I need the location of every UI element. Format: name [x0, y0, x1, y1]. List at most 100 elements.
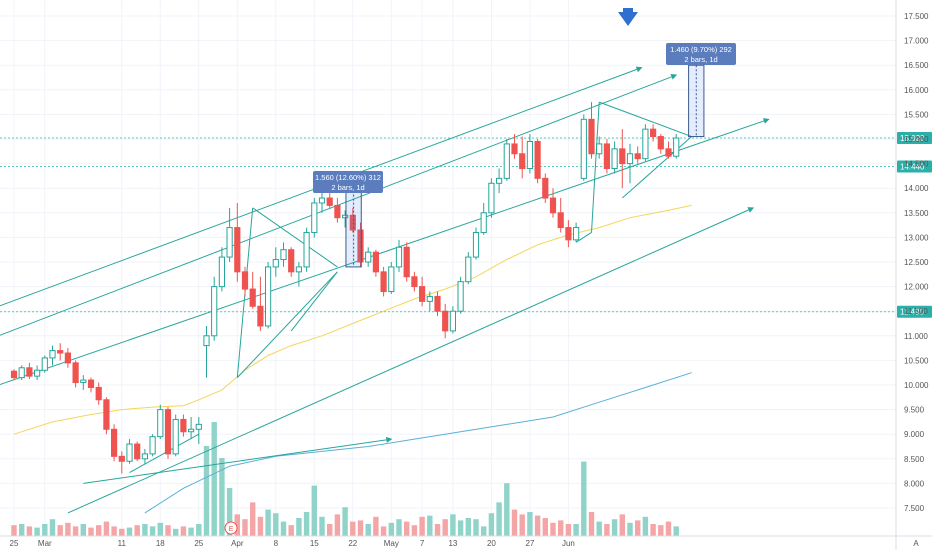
price-tick-label: 13.000	[904, 233, 929, 242]
volume-bar	[627, 522, 633, 536]
time-tick-label: Jun	[562, 539, 575, 548]
volume-bar	[380, 526, 387, 536]
volume-bar	[350, 521, 356, 536]
candle-up	[172, 418, 179, 455]
candle-up	[318, 197, 326, 204]
candle-up	[465, 256, 472, 283]
measure-label-line-2: 2 bars, 1d	[684, 55, 717, 64]
candle-up	[626, 153, 634, 165]
arrow-down-icon	[623, 8, 633, 14]
candle-up	[673, 137, 680, 157]
volume-bar	[534, 515, 541, 536]
candle-down	[442, 310, 449, 332]
candle-down	[411, 276, 418, 288]
candle-down	[665, 148, 672, 157]
volume-bar	[481, 526, 487, 536]
time-tick-label: 15	[310, 539, 319, 548]
volume-bar	[650, 524, 656, 536]
candle-down	[164, 409, 172, 455]
time-tick-label: 27	[525, 539, 534, 548]
candle-down	[603, 143, 610, 170]
volume-bar	[665, 521, 672, 536]
price-tick-label: 14.000	[904, 184, 929, 193]
candle-down	[634, 153, 641, 160]
volume-bar	[34, 527, 40, 536]
candle-down	[134, 443, 141, 460]
triangle-side	[290, 271, 338, 332]
measure-label-box	[313, 171, 383, 193]
candle-up	[449, 310, 456, 332]
price-tick-label: 7.500	[904, 504, 925, 513]
volume-bar	[42, 524, 48, 536]
candle-down	[111, 428, 118, 457]
volume-bar	[511, 509, 518, 536]
price-tick-label: 13.500	[904, 209, 929, 218]
volume-bar	[311, 485, 317, 536]
candle-up	[488, 182, 495, 214]
candle-down	[334, 204, 341, 219]
candle-up	[311, 202, 318, 233]
price-tick-label: 11.500	[904, 307, 928, 316]
candle-up	[218, 256, 226, 288]
candle-down	[650, 128, 657, 138]
candle-up	[34, 369, 41, 377]
candle-up	[188, 428, 195, 433]
price-tick-label: 15.500	[904, 110, 929, 119]
candle-up	[280, 249, 287, 261]
time-tick-label: 25	[194, 539, 203, 548]
candle-down	[403, 246, 410, 278]
volume-bar	[457, 520, 464, 536]
volume-bar	[550, 522, 556, 536]
price-tick-label: 16.500	[904, 61, 929, 70]
volume-bar	[173, 528, 179, 536]
volume-bar	[257, 516, 264, 536]
price-tick-label: 17.000	[904, 37, 929, 46]
volume-bar	[88, 527, 94, 536]
candle-up	[395, 246, 403, 268]
candle-down	[419, 286, 426, 302]
volume-bar	[188, 527, 194, 536]
candle-up	[41, 357, 48, 371]
time-axis: 25 Mar 11 18 25 Apr 8 15 22 May 7 13 20 27 Jun A	[10, 539, 920, 548]
extras: E	[224, 8, 638, 535]
volume-bar	[473, 519, 479, 536]
volume-bar	[488, 513, 495, 536]
volume-bar	[57, 525, 63, 536]
volume-bar	[250, 502, 256, 536]
volume-bar	[327, 524, 333, 536]
volume-bar	[404, 521, 410, 536]
volume-bar	[149, 526, 156, 536]
time-tick-label: 11	[118, 539, 127, 548]
volume-bar	[419, 516, 425, 536]
candle-down	[64, 352, 72, 364]
candle-up	[496, 177, 503, 184]
candle-up	[472, 231, 480, 258]
candle-up	[272, 259, 279, 268]
price-level-badge-label: 15.020	[900, 134, 925, 143]
volume-bar	[465, 518, 471, 536]
volume-bar	[111, 526, 117, 536]
candle-down	[288, 249, 295, 273]
price-level-badge-label: 11.490	[900, 308, 924, 317]
volume-bar	[196, 524, 202, 536]
candle-down	[434, 295, 441, 312]
volume-bar	[11, 525, 17, 536]
candle-up	[203, 335, 210, 347]
candle-down	[357, 229, 364, 263]
volume-bar	[565, 524, 572, 536]
candle-up	[365, 251, 372, 263]
price-tick-label: 12.500	[904, 258, 929, 267]
volume-bar	[157, 522, 163, 536]
triangle-side	[591, 102, 600, 233]
time-tick-label: 8	[274, 539, 279, 548]
candle-down	[87, 379, 95, 388]
time-tick-label: Apr	[231, 539, 244, 548]
candle-up	[480, 212, 487, 233]
time-tick-label: 18	[156, 539, 165, 548]
candle-up	[126, 443, 133, 462]
volume-bar	[119, 528, 125, 536]
volume-bar	[280, 521, 287, 536]
